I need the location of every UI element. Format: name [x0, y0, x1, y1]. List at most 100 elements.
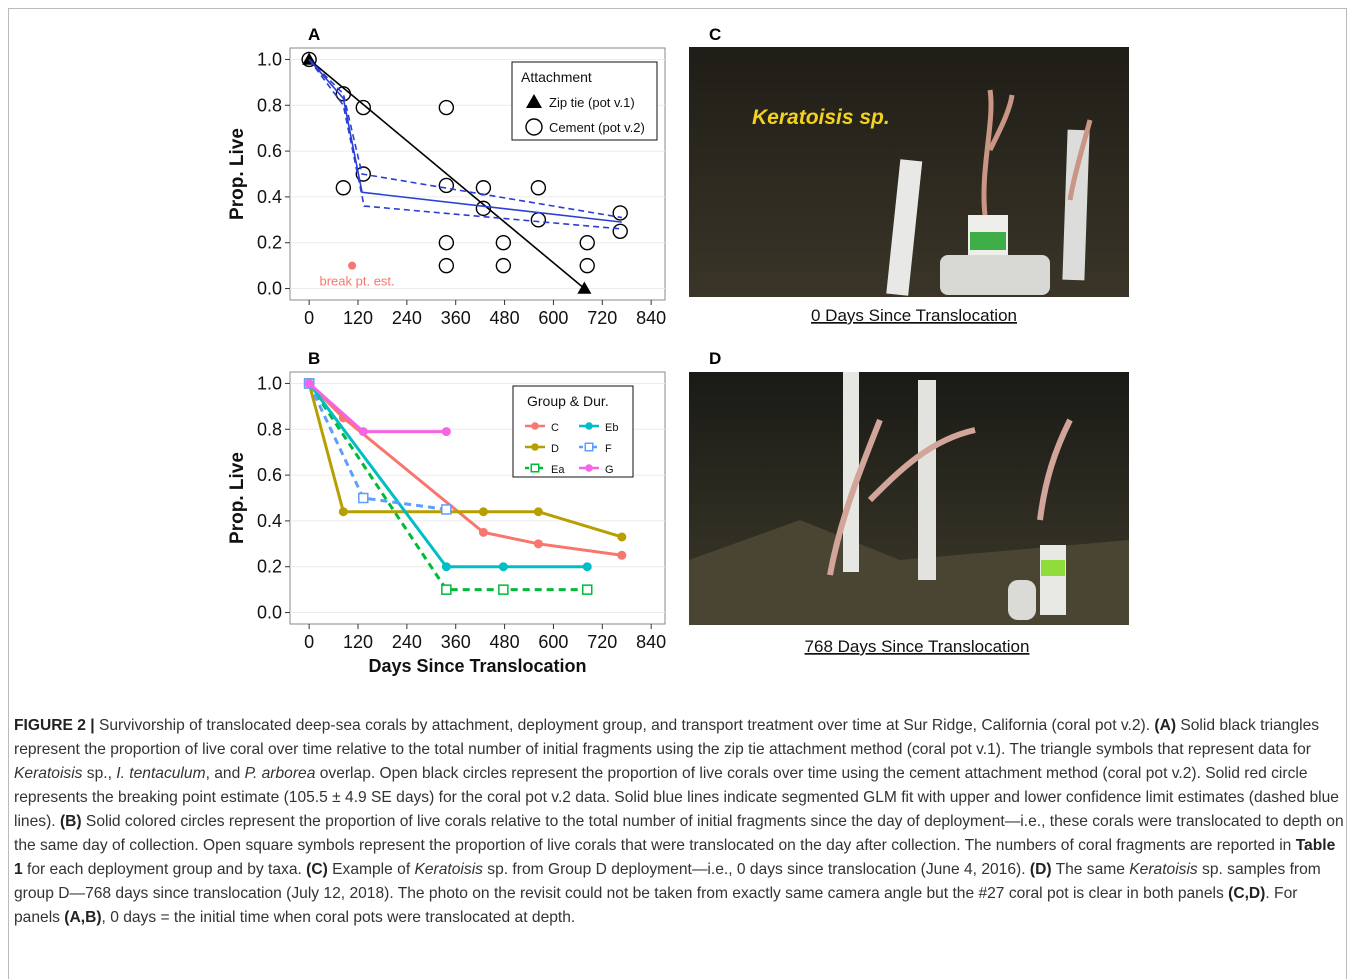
- marker: [531, 422, 539, 430]
- caption-label: FIGURE 2 |: [14, 717, 95, 734]
- panel-label: C: [709, 25, 721, 44]
- y-tick-label: 0.4: [257, 187, 282, 207]
- caption-text: sp.,: [82, 765, 116, 782]
- x-tick-label: 600: [538, 632, 568, 652]
- marker: [359, 494, 368, 503]
- panel-label: D: [709, 349, 721, 368]
- legend-label: D: [551, 443, 559, 455]
- marker: [359, 427, 368, 436]
- y-tick-label: 0.8: [257, 419, 282, 439]
- marker: [479, 528, 488, 537]
- marker: [585, 443, 593, 451]
- y-tick-label: 0.0: [257, 279, 282, 299]
- legend-label: G: [605, 464, 614, 476]
- x-tick-label: 720: [587, 632, 617, 652]
- marker: [534, 539, 543, 548]
- x-tick-label: 480: [490, 632, 520, 652]
- y-tick-label: 0.8: [257, 95, 282, 115]
- x-tick-label: 0: [304, 308, 314, 328]
- caption-text: , and: [206, 765, 245, 782]
- y-tick-label: 0.6: [257, 465, 282, 485]
- caption-ref: (D): [1030, 861, 1052, 878]
- y-tick-label: 1.0: [257, 49, 282, 69]
- marker: [442, 427, 451, 436]
- marker: [531, 464, 539, 472]
- photo-caption: 0 Days Since Translocation: [811, 306, 1017, 325]
- x-tick-label: 240: [392, 632, 422, 652]
- legend-label: Cement (pot v.2): [549, 120, 645, 135]
- marker: [617, 532, 626, 541]
- y-tick-label: 0.2: [257, 233, 282, 253]
- marker: [583, 562, 592, 571]
- x-tick-label: 120: [343, 308, 373, 328]
- x-tick-label: 840: [636, 632, 666, 652]
- marker: [534, 507, 543, 516]
- panel-label: A: [308, 25, 320, 44]
- caption-text: sp. from Group D deployment—i.e., 0 days…: [483, 861, 1030, 878]
- caption-ref: (C,D): [1228, 885, 1265, 902]
- marker: [585, 464, 593, 472]
- caption-text: Survivorship of translocated deep-sea co…: [95, 717, 1155, 734]
- x-tick-label: 0: [304, 632, 314, 652]
- x-tick-label: 360: [441, 308, 471, 328]
- marker: [499, 585, 508, 594]
- caption-text: Solid colored circles represent the prop…: [14, 813, 1344, 854]
- y-tick-label: 0.6: [257, 141, 282, 161]
- legend-label: C: [551, 422, 559, 434]
- y-axis-label: Prop. Live: [227, 452, 248, 544]
- photo-overlay: Keratoisis sp.: [752, 106, 890, 129]
- caption-text: for each deployment group and by taxa.: [23, 861, 306, 878]
- x-tick-label: 600: [538, 308, 568, 328]
- legend-label: Ea: [551, 464, 565, 476]
- marker: [585, 422, 593, 430]
- caption-text: , 0 days = the initial time when coral p…: [102, 909, 576, 926]
- x-tick-label: 480: [490, 308, 520, 328]
- annotation-text: break pt. est.: [320, 274, 395, 289]
- y-tick-label: 0.0: [257, 603, 282, 623]
- caption-taxon: P. arborea: [245, 765, 316, 782]
- caption-text: Example of: [328, 861, 415, 878]
- x-tick-label: 720: [587, 308, 617, 328]
- marker: [339, 507, 348, 516]
- figure: Keratoisis sp. C 0 Days Since Translocat…: [0, 0, 1355, 705]
- legend-label: Zip tie (pot v.1): [549, 95, 635, 110]
- caption-text: The same: [1052, 861, 1130, 878]
- marker: [479, 507, 488, 516]
- legend-title: Group & Dur.: [527, 393, 609, 409]
- panel-label: B: [308, 349, 320, 368]
- caption-ref: (C): [306, 861, 328, 878]
- photo-caption: 768 Days Since Translocation: [805, 637, 1030, 656]
- x-tick-label: 240: [392, 308, 422, 328]
- annotation-point: [348, 262, 356, 270]
- marker: [583, 585, 592, 594]
- x-axis-label: Days Since Translocation: [368, 656, 586, 676]
- caption-taxon: I. tentaculum: [116, 765, 205, 782]
- caption-taxon: Keratoisis: [14, 765, 82, 782]
- y-axis-label: Prop. Live: [227, 128, 248, 220]
- marker: [531, 443, 539, 451]
- legend-title: Attachment: [521, 69, 592, 85]
- caption-ref: (A,B): [64, 909, 101, 926]
- caption-taxon: Keratoisis: [414, 861, 482, 878]
- y-tick-label: 0.2: [257, 557, 282, 577]
- legend-label: F: [605, 443, 612, 455]
- marker: [499, 562, 508, 571]
- x-tick-label: 120: [343, 632, 373, 652]
- marker: [617, 551, 626, 560]
- caption-taxon: Keratoisis: [1129, 861, 1197, 878]
- page: {"chart_data": [ {"type": "line", "panel…: [0, 0, 1355, 970]
- caption-ref: (B): [60, 813, 82, 830]
- legend-label: Eb: [605, 422, 618, 434]
- marker: [442, 505, 451, 514]
- marker: [442, 585, 451, 594]
- marker: [305, 379, 314, 388]
- y-tick-label: 0.4: [257, 511, 282, 531]
- x-tick-label: 840: [636, 308, 666, 328]
- y-tick-label: 1.0: [257, 373, 282, 393]
- caption-ref: (A): [1154, 717, 1176, 734]
- photo-c: Keratoisis sp. C 0 Days Since Translocat…: [689, 25, 1129, 325]
- photo-d: D 768 Days Since Translocation: [689, 349, 1129, 656]
- figure-caption: FIGURE 2 | Survivorship of translocated …: [14, 714, 1344, 930]
- marker: [442, 562, 451, 571]
- x-tick-label: 360: [441, 632, 471, 652]
